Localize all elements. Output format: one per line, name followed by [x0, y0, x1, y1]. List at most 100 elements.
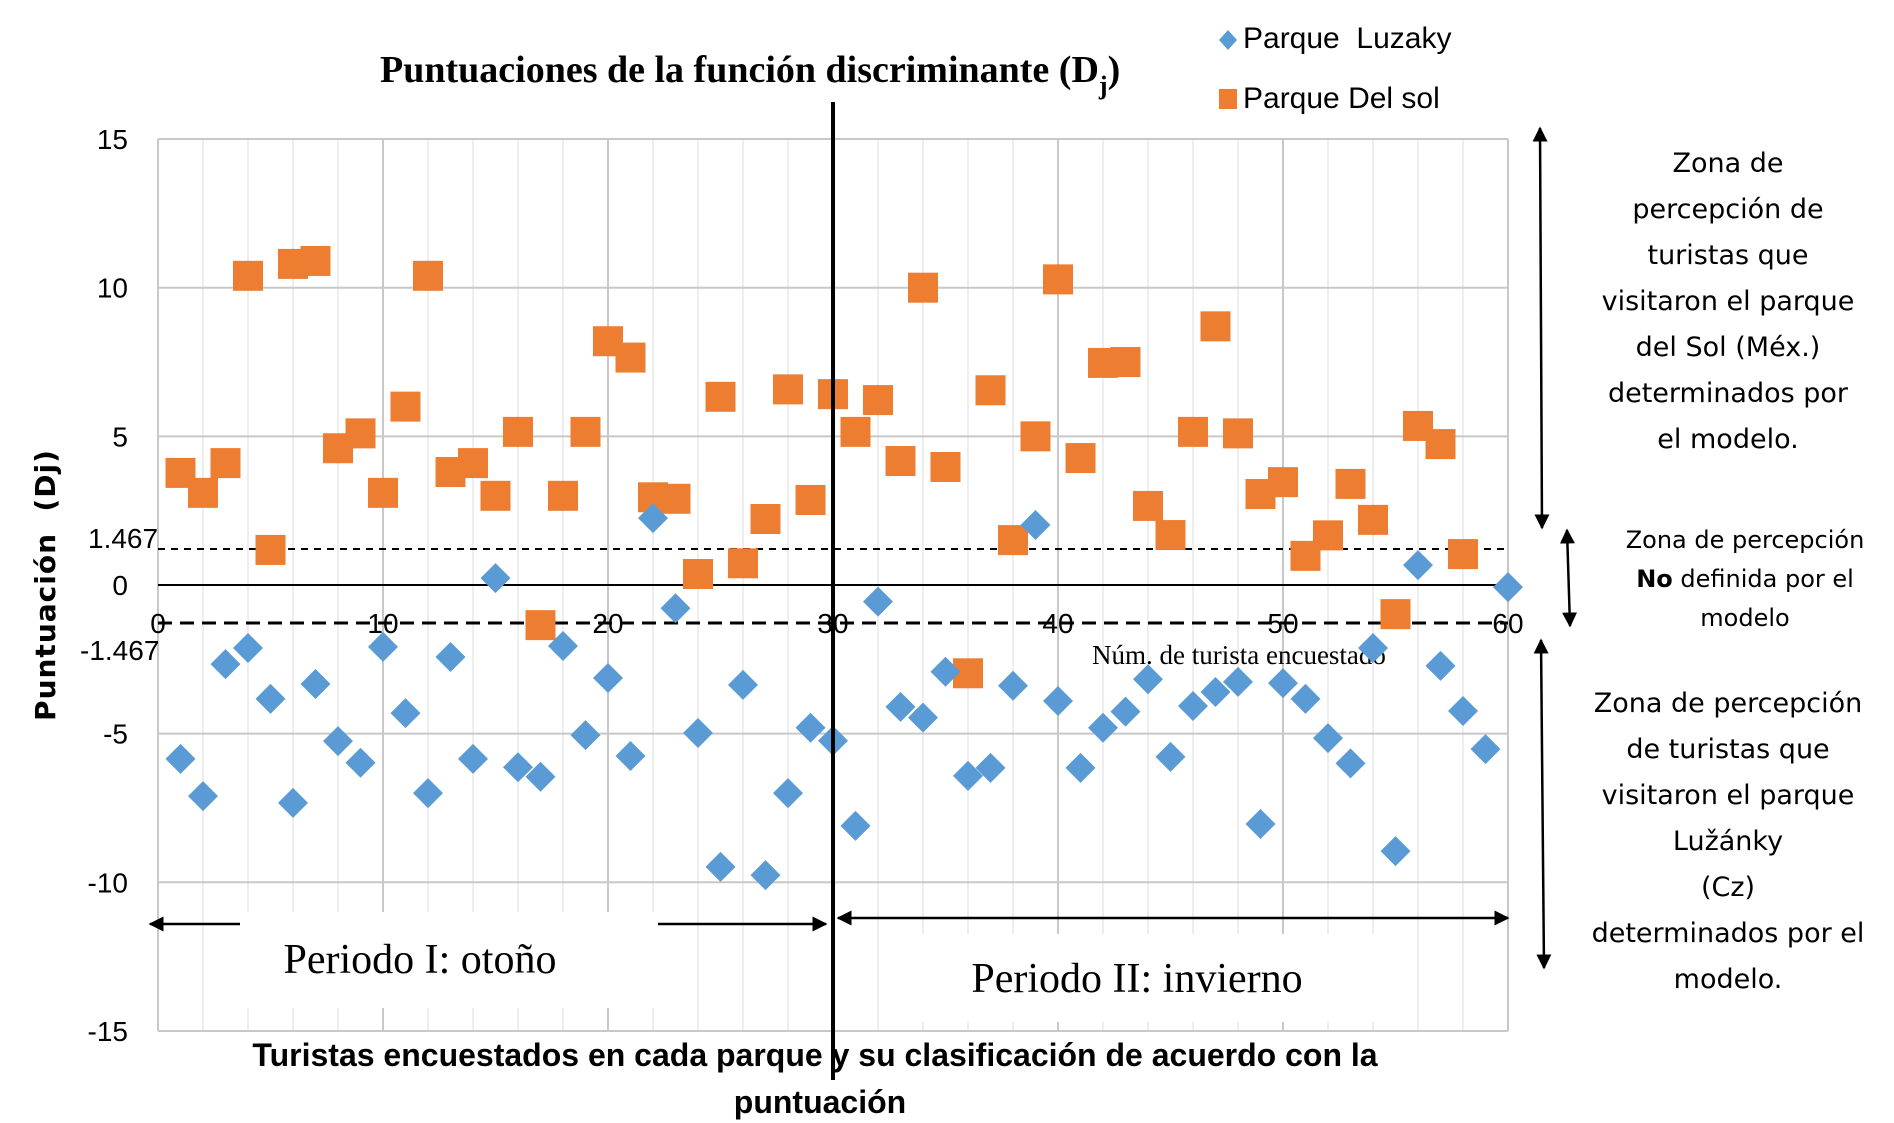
point-luzaky [210, 649, 241, 680]
point-del-sol [570, 416, 601, 447]
legend: Parque Luzaky Parque Del sol [1219, 22, 1451, 115]
point-del-sol [188, 477, 218, 508]
threshold-label-negative: -1.467 [80, 635, 159, 666]
point-del-sol [525, 610, 556, 641]
point-luzaky [795, 712, 826, 743]
point-del-sol [413, 260, 443, 291]
point-del-sol [908, 272, 938, 303]
point-luzaky [750, 860, 781, 891]
y-tick-label: -10 [88, 867, 128, 898]
point-del-sol [1155, 520, 1186, 551]
point-luzaky [1268, 668, 1298, 699]
point-luzaky [1133, 664, 1163, 695]
point-del-sol [750, 503, 781, 534]
point-luzaky [188, 781, 218, 812]
zone-luzanky-line: determinados por el [1592, 918, 1865, 949]
point-del-sol [1200, 311, 1231, 342]
point-luzaky [233, 633, 263, 664]
x-axis-ticks: 0102030405060 [150, 608, 1523, 639]
point-luzaky [1335, 748, 1366, 779]
point-luzaky [548, 630, 578, 661]
point-del-sol [1178, 416, 1208, 447]
y-axis-ticks: -15 -10 -5 0 5 10 15 [88, 124, 128, 1047]
y-tick-label: -5 [103, 719, 128, 750]
point-luzaky [953, 760, 983, 791]
point-luzaky [1200, 677, 1231, 708]
series-parque-del-sol [165, 245, 1478, 689]
x-axis-title-line-1: Turistas encuestados en cada parque y su… [252, 1037, 1377, 1073]
point-del-sol [975, 375, 1006, 406]
zone-sol-text: Zona de percepción de turistas que visitaro… [1602, 148, 1855, 455]
point-luzaky [638, 503, 668, 534]
point-luzaky [1043, 685, 1073, 716]
point-luzaky [863, 586, 893, 617]
point-del-sol [1133, 490, 1163, 521]
zone-luzanky-line: de turistas que [1626, 734, 1829, 765]
legend-square-icon [1219, 89, 1237, 109]
point-luzaky [728, 669, 758, 700]
point-luzaky [1313, 723, 1343, 754]
point-luzaky [570, 720, 601, 751]
zone-luzanky-line: Zona de percepción [1594, 688, 1862, 719]
point-del-sol [368, 477, 398, 508]
point-luzaky [300, 669, 331, 700]
legend-label-luzaky: Parque Luzaky [1243, 22, 1451, 55]
x-tick-label: 40 [1042, 608, 1073, 639]
point-luzaky [683, 718, 713, 749]
zone-sol-line: Zona de [1672, 148, 1783, 179]
y-axis-label: Puntuación (Dj) [29, 449, 62, 721]
x-axis-title-line-2: puntuación [734, 1084, 906, 1120]
point-del-sol [1358, 504, 1388, 535]
zone-luzanky-text: Zona de percepción de turistas que visitar… [1592, 688, 1865, 995]
legend-diamond-icon [1219, 30, 1237, 50]
chart-title-subscript: j [1098, 71, 1108, 100]
point-luzaky [435, 641, 466, 672]
zone-luzanky-line: visitaron el parque [1602, 780, 1855, 811]
zone-luzanky-line: Lužánky [1673, 826, 1783, 857]
period-1-label: Periodo I: otoño [284, 937, 557, 983]
point-del-sol [390, 391, 421, 422]
y-tick-label: 5 [112, 421, 128, 452]
x-tick-label: 60 [1492, 608, 1523, 639]
point-del-sol [1425, 429, 1456, 460]
period-2-label: Periodo II: invierno [971, 956, 1302, 1002]
point-del-sol [773, 374, 803, 405]
zone-sol-line: percepción de [1632, 194, 1823, 225]
zone-undefined-line-3: modelo [1700, 604, 1789, 632]
point-del-sol [458, 448, 488, 479]
chart-title-close: ) [1108, 49, 1121, 91]
x-tick-label: 0 [150, 608, 166, 639]
period-1-label-box [240, 912, 658, 1008]
point-del-sol [863, 385, 893, 416]
point-del-sol [503, 416, 533, 447]
point-del-sol [683, 558, 713, 589]
point-luzaky [593, 663, 623, 694]
point-luzaky [1088, 712, 1118, 743]
point-luzaky [1020, 509, 1051, 540]
point-luzaky [1223, 666, 1253, 697]
zone-undefined-text: Zona de percepción No definida por el mo… [1626, 526, 1865, 632]
zone-sol-line: el modelo. [1657, 424, 1798, 455]
point-del-sol [728, 548, 758, 579]
zone-luzanky-arrow [1533, 638, 1552, 970]
point-del-sol [705, 381, 736, 412]
point-del-sol [1335, 468, 1366, 499]
y-tick-label: 10 [97, 273, 128, 304]
point-luzaky [458, 743, 488, 774]
y-tick-label: 15 [97, 124, 128, 155]
point-luzaky [1358, 633, 1388, 664]
point-del-sol [1110, 347, 1141, 378]
point-del-sol [660, 483, 691, 514]
point-del-sol [1223, 418, 1253, 449]
point-luzaky [885, 691, 916, 722]
point-luzaky [975, 752, 1006, 783]
point-luzaky [323, 726, 353, 757]
zone-luzanky-line: (Cz) [1701, 872, 1755, 903]
point-del-sol [998, 525, 1028, 556]
point-luzaky [1380, 836, 1411, 867]
y-tick-label: 0 [112, 570, 128, 601]
point-luzaky [1425, 650, 1456, 681]
zone-sol-arrow [1532, 126, 1550, 530]
point-del-sol [1448, 539, 1478, 570]
